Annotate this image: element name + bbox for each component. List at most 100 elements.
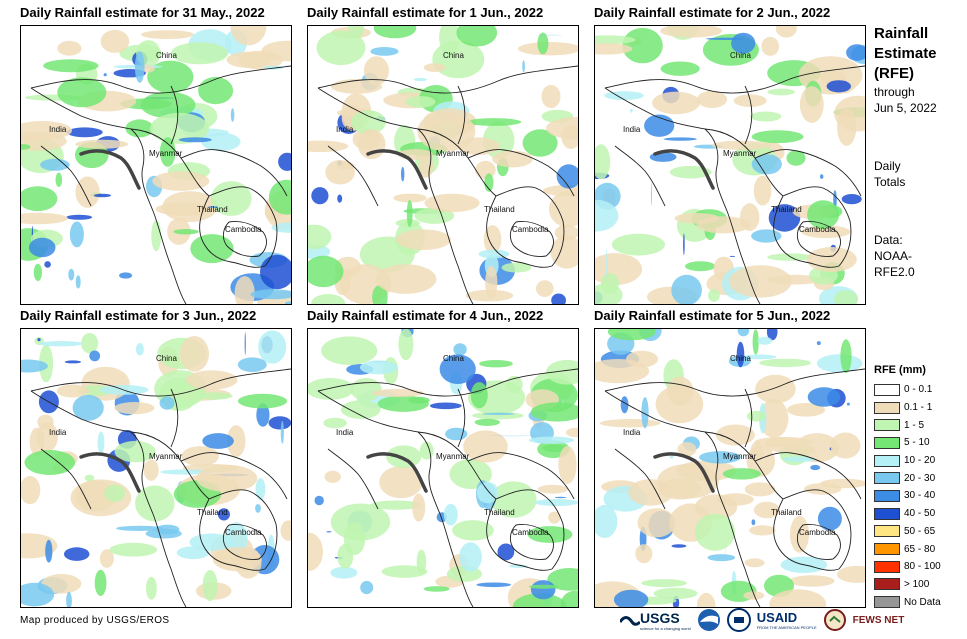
rfe-legend: RFE (mm) 0 - 0.1 0.1 - 1 1 - 5 5 - 10 10 - 2… <box>874 364 941 611</box>
rainfall-blob <box>482 412 515 415</box>
label-myanmar: Myanmar <box>723 452 757 461</box>
legend-swatch <box>874 436 900 449</box>
panel-title: Daily Rainfall estimate for 5 Jun., 2022 <box>594 308 831 323</box>
rainfall-blob <box>40 158 70 171</box>
rainfall-blob <box>806 247 857 272</box>
label-china: China <box>443 51 464 60</box>
legend-label: 1 - 5 <box>904 419 925 431</box>
rainfall-blob <box>196 464 258 492</box>
rainfall-blob <box>729 265 792 298</box>
rainfall-blob <box>816 341 821 346</box>
rainfall-blob <box>201 132 241 151</box>
rainfall-blob <box>398 329 414 361</box>
rainfall-blob <box>21 212 68 225</box>
rainfall-blob <box>237 357 267 372</box>
legend-label: > 100 <box>904 578 930 590</box>
rainfall-blob <box>104 484 125 502</box>
rainfall-blob <box>841 194 862 205</box>
rainfall-blob <box>147 60 194 94</box>
rainfall-map: China India Myanmar Thailand Cambodia <box>308 26 578 304</box>
rainfall-blob <box>202 570 218 601</box>
rainfall-blob <box>666 376 694 406</box>
rainfall-blob <box>208 206 219 208</box>
sidebar-data-source: Data: <box>874 233 903 247</box>
rainfall-blob <box>660 61 700 76</box>
rainfall-blob <box>606 248 608 278</box>
panel-title: Daily Rainfall estimate for 1 Jun., 2022 <box>307 5 544 20</box>
rainfall-blob <box>759 358 811 368</box>
rainfall-blob <box>439 354 476 384</box>
rainfall-blob <box>337 194 343 203</box>
legend-swatch <box>874 454 900 467</box>
rainfall-blob <box>244 332 246 356</box>
map-credit: Map produced by USGS/EROS <box>20 615 170 626</box>
coastline-bay-of-bengal <box>366 149 428 190</box>
sidebar-totals: Totals <box>874 175 906 189</box>
rainfall-blob <box>652 91 700 115</box>
usgs-logo-tagline: science for a changing world <box>640 625 691 631</box>
legend-label: 30 - 40 <box>904 490 936 502</box>
rainfall-blob <box>530 402 578 422</box>
rainfall-blob <box>235 547 262 579</box>
rainfall-blob <box>210 181 252 216</box>
rainfall-blob <box>359 360 398 375</box>
rainfall-blob <box>787 403 826 417</box>
rainfall-blob <box>782 456 816 462</box>
rainfall-blob <box>116 525 164 531</box>
rainfall-blob <box>340 400 381 419</box>
rainfall-blob <box>711 140 771 150</box>
rainfall-blob <box>393 193 427 203</box>
sidebar-totals: Daily <box>874 159 901 173</box>
rainfall-blob <box>476 481 499 504</box>
rainfall-blob <box>268 416 291 430</box>
rainfall-blob <box>607 329 656 341</box>
noaa-logo-icon <box>697 609 720 631</box>
rainfall-blob <box>311 187 329 205</box>
rainfall-blob <box>179 336 209 372</box>
rainfall-blob <box>280 420 284 444</box>
rainfall-blob <box>717 493 754 506</box>
rainfall-blob <box>37 414 54 430</box>
rainfall-blob <box>470 382 488 409</box>
label-cambodia: Cambodia <box>512 528 549 537</box>
rainfall-blob <box>423 586 450 592</box>
rainfall-blob <box>429 402 462 410</box>
rainfall-blob <box>595 199 619 232</box>
rainfall-blob <box>767 88 795 96</box>
legend-swatch <box>874 525 900 538</box>
rainfall-blob <box>308 255 344 288</box>
coastline-bay-of-bengal <box>653 452 715 493</box>
rainfall-blob <box>635 544 653 564</box>
rainfall-blob <box>99 549 114 568</box>
rainfall-blob <box>423 63 446 72</box>
label-india: India <box>336 125 354 134</box>
rainfall-blob <box>475 160 496 180</box>
rainfall-blob <box>699 451 741 464</box>
rainfall-blob <box>386 445 422 468</box>
rainfall-blob <box>459 542 482 572</box>
rainfall-blob <box>759 398 789 438</box>
rainfall-blob <box>483 225 502 254</box>
legend-item: 80 - 100 <box>874 558 941 576</box>
rainfall-blob <box>330 566 358 579</box>
rainfall-blob <box>66 214 93 220</box>
map-frame: China India Myanmar Thailand Cambodia <box>594 328 866 608</box>
rainfall-blob <box>536 280 554 297</box>
rainfall-blob <box>370 500 423 510</box>
rainfall-blob <box>737 329 750 337</box>
country-borders <box>604 65 865 304</box>
rainfall-blob <box>744 558 765 568</box>
rainfall-blob <box>405 96 436 108</box>
rainfall-blob <box>56 384 89 398</box>
rainfall-blob <box>401 166 405 182</box>
rainfall-blob <box>456 26 498 47</box>
rainfall-blob <box>159 137 176 167</box>
rainfall-blob <box>413 77 427 82</box>
usaid-logo-text: USAID <box>756 610 798 625</box>
label-cambodia: Cambodia <box>225 225 262 234</box>
rainfall-blob <box>226 425 246 457</box>
rainfall-blob <box>285 301 291 304</box>
rainfall-blob <box>181 446 219 467</box>
rainfall-blob <box>134 51 145 83</box>
rainfall-blob <box>595 35 636 45</box>
